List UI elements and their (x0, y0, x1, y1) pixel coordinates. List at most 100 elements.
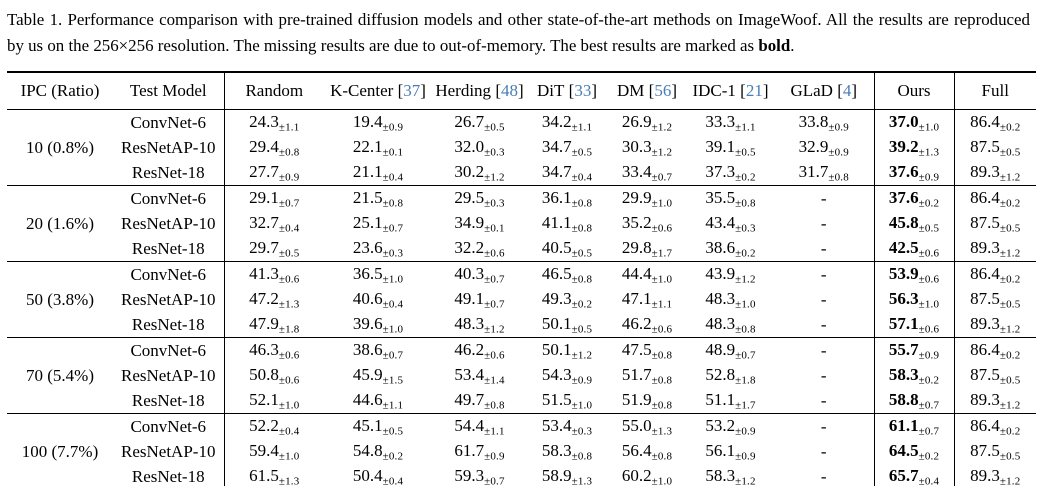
ipc-cell: 20 (1.6%) (7, 185, 113, 262)
value-cell: 29.7±0.5 (224, 236, 324, 262)
value-mean: 32.2 (454, 238, 485, 258)
value-mean: 89.3 (970, 314, 1000, 334)
model-cell: ConvNet-6 (113, 261, 225, 288)
value-cell: 33.8±0.9 (774, 109, 875, 136)
value-std: ±0.6 (918, 247, 940, 260)
value-std: ±0.8 (571, 273, 593, 286)
value-cell: 89.3±1.2 (954, 388, 1036, 414)
value-mean: 57.1 (888, 314, 919, 334)
value-mean: 29.5 (454, 188, 485, 208)
value-cell: 46.5±0.8 (527, 261, 607, 288)
value-std: ±0.2 (999, 425, 1021, 438)
value-mean: 50.1 (541, 340, 572, 360)
value-cell: - (774, 363, 875, 389)
model-cell: ResNet-18 (113, 388, 225, 414)
value-cell: 37.3±0.2 (687, 160, 774, 186)
value-std: ±1.0 (382, 323, 404, 336)
value-cell: 23.6±0.3 (324, 236, 432, 262)
value-mean: 44.6 (352, 390, 383, 410)
value-cell: 31.7±0.8 (774, 160, 875, 186)
column-header-glad: GLaD [4] (774, 72, 875, 111)
value-mean: 40.5 (541, 238, 572, 258)
value-cell: 56.4±0.8 (607, 439, 687, 464)
value-cell: 45.8±0.5 (874, 211, 955, 237)
table-row: 50 (3.8%) ConvNet-6 41.3±0.6 36.5±1.0 40.3±0… (7, 261, 1036, 338)
value-mean: 52.8 (705, 365, 736, 385)
value-mean: 38.6 (352, 340, 383, 360)
value-mean: 53.9 (888, 264, 919, 284)
value-std: ±0.5 (278, 247, 300, 260)
value-std: ±1.2 (999, 247, 1021, 260)
value-std: ±0.5 (571, 323, 593, 336)
value-mean: 50.1 (541, 314, 572, 334)
value-std: ±0.3 (484, 197, 505, 210)
value-cell: 40.3±0.7 (432, 261, 527, 288)
value-mean: 87.5 (970, 289, 1000, 309)
value-std: ±0.5 (571, 247, 593, 260)
value-std: ±0.7 (278, 197, 300, 210)
value-mean: 58.8 (888, 390, 919, 410)
value-cell: 37.6±0.9 (874, 160, 955, 186)
citation-ref: 33 (574, 81, 592, 101)
value-mean: 53.4 (541, 416, 572, 436)
value-mean: 55.0 (621, 416, 652, 436)
value-mean: 24.3 (249, 112, 279, 132)
model-cell: ResNetAP-10 (113, 211, 225, 237)
value-mean: 36.1 (541, 188, 572, 208)
value-mean: 31.7 (798, 162, 829, 182)
value-std: ±0.8 (484, 399, 505, 412)
value-std: ±0.6 (484, 247, 505, 260)
value-mean: 64.5 (888, 441, 919, 461)
value-std: ±1.0 (382, 273, 404, 286)
value-mean: 29.7 (249, 238, 279, 258)
value-cell: 47.2±1.3 (224, 287, 324, 312)
value-mean: 46.2 (621, 314, 652, 334)
value-mean: 27.7 (249, 162, 279, 182)
value-mean: 86.4 (970, 340, 1000, 360)
value-mean: 23.6 (352, 238, 383, 258)
value-mean: 87.5 (970, 365, 1000, 385)
value-std: ±0.6 (278, 374, 300, 387)
value-cell: 29.5±0.3 (432, 185, 527, 212)
value-cell: 29.1±0.7 (224, 185, 324, 212)
value-std: ±0.2 (999, 273, 1021, 286)
value-mean: 48.3 (454, 314, 485, 334)
value-std: ±0.6 (651, 323, 673, 336)
value-cell: 55.0±1.3 (607, 413, 687, 440)
value-cell: - (774, 185, 875, 212)
value-mean: 89.3 (970, 390, 1000, 410)
value-cell: 87.5±0.5 (954, 439, 1036, 464)
value-std: ±1.2 (735, 475, 756, 486)
value-std: ±0.6 (278, 349, 300, 362)
value-std: ±0.6 (651, 222, 673, 235)
value-std: ±0.7 (918, 425, 940, 438)
value-std: ±0.3 (571, 425, 593, 438)
value-mean: 51.5 (541, 390, 572, 410)
value-mean: 47.1 (621, 289, 652, 309)
value-std: ±1.0 (651, 475, 673, 486)
model-cell: ConvNet-6 (113, 337, 225, 364)
value-cell: 33.4±0.7 (607, 160, 687, 186)
model-cell: ResNetAP-10 (113, 439, 225, 465)
value-cell: 37.6±0.2 (874, 185, 955, 212)
value-std: ±1.2 (484, 171, 505, 184)
value-mean: 87.5 (970, 213, 1000, 233)
value-std: ±0.8 (278, 146, 300, 159)
value-std: ±1.3 (571, 475, 593, 486)
value-mean: 51.7 (621, 365, 652, 385)
ipc-cell: 100 (7.7%) (7, 413, 113, 486)
value-cell: 48.3±1.0 (687, 287, 774, 312)
value-cell: - (774, 236, 875, 262)
ipc-cell: 50 (3.8%) (7, 261, 113, 338)
value-cell: 30.3±1.2 (607, 135, 687, 160)
value-mean: 86.4 (970, 112, 1000, 132)
value-mean: 34.7 (541, 162, 572, 182)
value-mean: 65.7 (888, 466, 919, 486)
value-std: ±0.5 (999, 450, 1021, 463)
value-std: ±0.2 (999, 197, 1021, 210)
value-std: ±0.7 (484, 273, 505, 286)
value-mean: 58.3 (541, 441, 572, 461)
column-header-dit: DiT [33] (527, 72, 607, 111)
value-cell: 61.1±0.7 (874, 413, 955, 440)
value-std: ±0.9 (828, 121, 849, 134)
